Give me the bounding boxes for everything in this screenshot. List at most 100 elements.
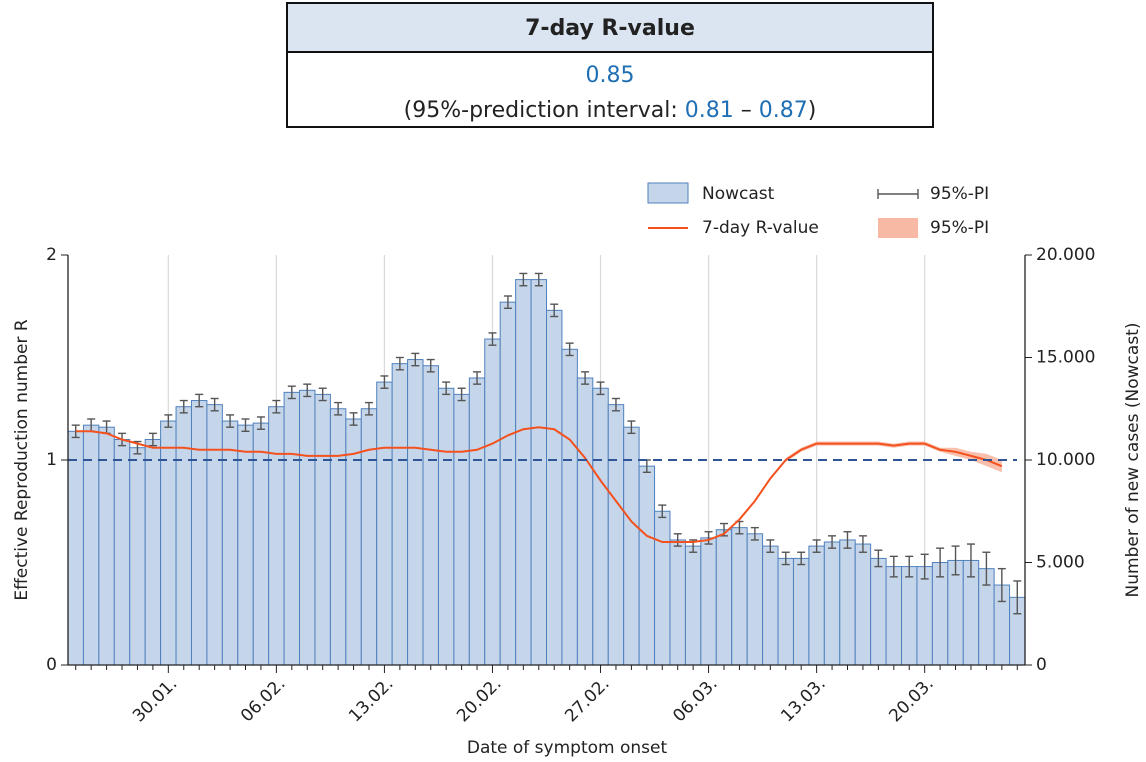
bar xyxy=(901,566,918,666)
x-tick-label: 06.02. xyxy=(237,674,289,726)
error-bar xyxy=(951,545,960,576)
bar xyxy=(885,566,903,666)
bar xyxy=(777,557,794,666)
bar xyxy=(129,447,146,666)
bar xyxy=(762,545,779,666)
legend-label: Nowcast xyxy=(702,184,775,204)
error-bar xyxy=(1013,580,1022,615)
bar xyxy=(931,562,949,666)
pi-band xyxy=(785,441,1002,473)
error-bar xyxy=(210,397,219,412)
bar xyxy=(206,404,223,666)
x-tick-label: 30.01. xyxy=(129,674,181,726)
error-bar xyxy=(318,387,327,402)
error-bar xyxy=(256,416,265,430)
bar xyxy=(746,533,764,666)
legend-error-icon xyxy=(877,189,919,199)
y-tick-label: 1 xyxy=(46,450,57,470)
y2-tick-label: 20.000 xyxy=(1036,245,1095,265)
bar xyxy=(437,387,455,666)
legend-swatch xyxy=(878,218,918,238)
error-bar xyxy=(411,352,420,367)
error-bar xyxy=(334,401,343,416)
bar xyxy=(391,363,409,666)
legend-swatch xyxy=(647,182,689,204)
bar xyxy=(515,279,532,666)
x-tick-label: 06.03. xyxy=(669,674,721,726)
interval-upper: 0.87 xyxy=(759,98,808,123)
bar xyxy=(684,545,702,666)
bar xyxy=(237,424,254,666)
bar xyxy=(561,348,578,666)
bar xyxy=(67,430,84,666)
error-bar xyxy=(920,553,929,580)
bar xyxy=(453,393,470,666)
error-bar xyxy=(303,383,312,398)
y-tick-label: 2 xyxy=(46,245,57,265)
x-tick-label: 20.02. xyxy=(453,674,505,726)
bar xyxy=(268,406,285,666)
table-title: 7-day R-value xyxy=(525,16,695,41)
bar xyxy=(82,424,100,666)
summary-table: 7-day R-value 0.85 (95%-prediction inter… xyxy=(286,2,934,128)
error-bar xyxy=(828,535,837,549)
table-header xyxy=(286,2,934,53)
bar xyxy=(576,377,594,666)
bar xyxy=(422,365,439,666)
bar xyxy=(592,387,609,666)
bar xyxy=(329,408,347,666)
error-bar xyxy=(442,381,451,396)
legend-label: 7-day R-value xyxy=(702,218,819,238)
bar xyxy=(175,406,192,666)
error-bar xyxy=(889,555,898,578)
error-bar xyxy=(874,549,883,568)
bar xyxy=(947,559,964,666)
bar xyxy=(160,420,177,666)
error-bar xyxy=(936,547,945,578)
x-tick-label: 13.03. xyxy=(777,674,829,726)
bar xyxy=(299,389,316,666)
error-bar xyxy=(287,385,296,400)
interval-lower: 0.81 xyxy=(685,98,734,123)
error-bar xyxy=(164,414,173,428)
interval-sep: – xyxy=(741,98,752,123)
error-bar xyxy=(503,295,512,309)
bar xyxy=(823,541,841,666)
error-bar xyxy=(148,432,157,447)
error-bar xyxy=(179,399,188,414)
x-tick-label: 20.03. xyxy=(885,674,937,726)
y2-tick-label: 10.000 xyxy=(1036,450,1095,470)
bar xyxy=(345,418,362,666)
bar xyxy=(731,527,748,666)
bar xyxy=(669,539,686,666)
error-bar xyxy=(982,551,991,586)
error-bar xyxy=(812,539,821,553)
bar xyxy=(283,391,301,666)
y2-tick-label: 0 xyxy=(1036,655,1047,675)
error-bar xyxy=(457,387,466,402)
bar xyxy=(654,510,671,666)
bar xyxy=(499,301,517,666)
legend-label: 95%-PI xyxy=(930,184,989,204)
x-tick-label: 13.02. xyxy=(345,674,397,726)
error-bar xyxy=(395,356,404,371)
error-bar xyxy=(534,272,543,287)
r-line xyxy=(75,426,1003,543)
bar xyxy=(144,439,162,666)
bar xyxy=(854,543,872,666)
interval-label: (95%-prediction interval: xyxy=(404,98,678,123)
error-bar xyxy=(843,531,852,549)
bar xyxy=(715,529,733,666)
error-bar xyxy=(241,418,250,432)
error-bar xyxy=(380,375,389,389)
bar xyxy=(221,420,239,666)
bar xyxy=(113,439,131,666)
error-bar xyxy=(673,533,682,547)
y2-tick-label: 5.000 xyxy=(1036,553,1085,573)
bar xyxy=(407,359,424,666)
error-bar xyxy=(797,551,806,566)
r-value: 0.85 xyxy=(586,63,635,88)
error-bar xyxy=(997,567,1006,603)
interval-close: ) xyxy=(808,98,817,123)
